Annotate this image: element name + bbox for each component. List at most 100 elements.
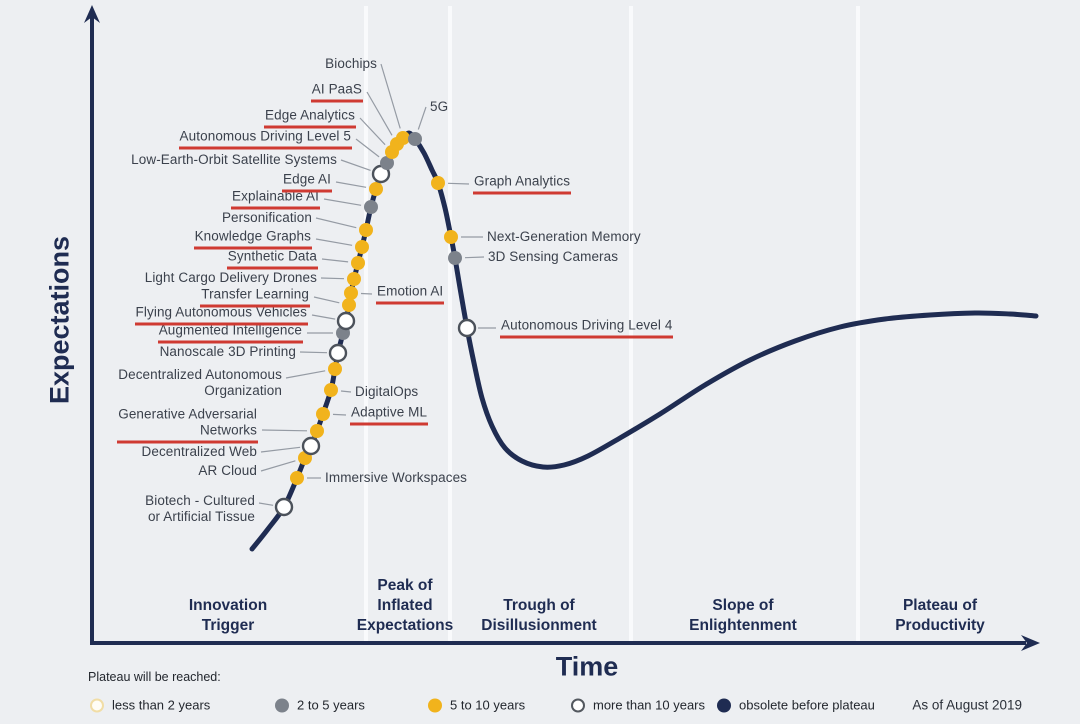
legend-item-obsolete-before-plateau: obsolete before plateau (717, 698, 875, 713)
tech-label-nanoscale-3d-printing: Nanoscale 3D Printing (159, 344, 296, 359)
tech-dot-light-cargo-delivery-drones (347, 272, 361, 286)
phase-label-trough-of-disillusionment: Trough of Disillusionment (481, 597, 597, 634)
leader-line-digitalops (340, 390, 352, 393)
tech-label-edge-ai: Edge AI (282, 172, 332, 193)
leader-line-light-cargo-delivery-drones (320, 277, 345, 280)
leader-line-flying-autonomous-vehicles (311, 314, 336, 320)
legend-dot-obs-icon (717, 698, 731, 712)
tech-label-augmented-intelligence: Augmented Intelligence (157, 323, 303, 344)
tech-label-decentralized-autonomous-organization: Decentralized Autonomous Organization (118, 367, 282, 398)
leader-line-biochips (380, 63, 401, 129)
x-axis-label: Time (555, 651, 619, 682)
leader-line-personification (315, 217, 357, 229)
tech-label-biotech-cultured-or-artificial-tissue: Biotech - Cultured or Artificial Tissue (145, 493, 255, 524)
tech-label-transfer-learning: Transfer Learning (200, 287, 310, 308)
phase-label-peak-of-inflated-expectations: Peak of Inflated Expectations (356, 577, 454, 634)
leader-line-adaptive-ml (332, 413, 347, 416)
phase-boundary (448, 6, 452, 641)
legend-label: less than 2 years (112, 697, 211, 713)
leader-line-biotech-cultured-or-artificial-tissue (258, 502, 274, 506)
tech-dot-generative-adversarial-networks (310, 424, 324, 438)
phase-label-slope-of-enlightenment: Slope of Enlightenment (689, 597, 797, 634)
tech-dot-personification (359, 223, 373, 237)
leader-line-ai-paas (366, 91, 393, 136)
leader-line-synthetic-data (321, 258, 349, 263)
tech-dot-decentralized-web (301, 436, 321, 456)
legend-label: obsolete before plateau (739, 697, 875, 713)
tech-label-autonomous-driving-level-5: Autonomous Driving Level 5 (178, 129, 352, 150)
leader-line-nanoscale-3d-printing (299, 351, 328, 354)
tech-dot-transfer-learning (342, 298, 356, 312)
tech-label-generative-adversarial-networks: Generative Adversarial Networks (117, 407, 258, 444)
leader-line-generative-adversarial-networks (261, 429, 308, 432)
legend-dot-g25-icon (275, 698, 289, 712)
phase-boundary (364, 6, 368, 641)
legend-item-5-to-10-years: 5 to 10 years (428, 698, 525, 713)
tech-dot-next-generation-memory (444, 230, 458, 244)
legend-dot-y510-icon (428, 698, 442, 712)
phase-label-plateau-of-productivity: Plateau of Productivity (895, 597, 985, 634)
tech-label-knowledge-graphs: Knowledge Graphs (193, 229, 312, 250)
y-axis-label: Expectations (44, 235, 75, 405)
leader-line-ar-cloud (260, 460, 296, 472)
tech-dot-emotion-ai (344, 286, 358, 300)
tech-label-ai-paas: AI PaaS (310, 82, 363, 103)
tech-dot-digitalops (324, 383, 338, 397)
tech-dot-nanoscale-3d-printing (328, 343, 348, 363)
tech-label-decentralized-web: Decentralized Web (141, 444, 257, 459)
y-axis-arrow-icon (84, 5, 100, 23)
tech-label-digitalops: DigitalOps (355, 384, 419, 399)
tech-dot-graph-analytics (431, 176, 445, 190)
tech-dot-biochips (396, 131, 410, 145)
tech-dot-edge-ai (369, 182, 383, 196)
leader-line-graph-analytics (447, 182, 470, 185)
legend-item-2-to-5-years: 2 to 5 years (275, 698, 365, 713)
leader-line-3d-sensing-cameras (464, 256, 485, 259)
leader-line-transfer-learning (313, 296, 340, 304)
leader-line-knowledge-graphs (315, 238, 353, 246)
tech-dot-autonomous-driving-level-4 (457, 318, 477, 338)
tech-dot-explainable-ai (364, 200, 378, 214)
tech-label-personification: Personification (221, 210, 312, 225)
legend-label: 5 to 10 years (450, 697, 526, 713)
legend-item-less-than-2-years: less than 2 years (90, 698, 210, 713)
tech-dot-5g (408, 132, 422, 146)
tech-dot-3d-sensing-cameras (448, 251, 462, 265)
legend-dot-w10-icon (571, 698, 585, 712)
phase-boundary (629, 6, 633, 641)
leader-line-decentralized-web (260, 446, 301, 453)
tech-dot-adaptive-ml (316, 407, 330, 421)
tech-label-emotion-ai: Emotion AI (376, 284, 445, 305)
tech-label-autonomous-driving-level-4: Autonomous Driving Level 4 (500, 318, 674, 339)
tech-dot-immersive-workspaces (290, 471, 304, 485)
tech-label-edge-analytics: Edge Analytics (264, 108, 356, 129)
leader-line-5g (417, 106, 427, 130)
tech-label-next-generation-memory: Next-Generation Memory (487, 229, 641, 244)
tech-label-ar-cloud: AR Cloud (198, 463, 257, 478)
tech-label-3d-sensing-cameras: 3D Sensing Cameras (488, 249, 619, 264)
legend-label: 2 to 5 years (297, 697, 365, 713)
leader-line-explainable-ai (323, 198, 362, 206)
legend-dot-lt2-icon (90, 698, 104, 712)
tech-dot-knowledge-graphs (355, 240, 369, 254)
leader-line-edge-analytics (359, 117, 386, 146)
tech-label-low-earth-orbit-satellite-systems: Low-Earth-Orbit Satellite Systems (131, 152, 337, 167)
legend-item-more-than-10-years: more than 10 years (571, 698, 705, 713)
tech-label-synthetic-data: Synthetic Data (226, 249, 318, 270)
legend-heading: Plateau will be reached: (88, 670, 221, 684)
leader-line-emotion-ai (360, 292, 373, 295)
tech-label-5g: 5G (430, 99, 449, 114)
leader-line-autonomous-driving-level-5 (355, 138, 380, 158)
tech-dot-flying-autonomous-vehicles (336, 311, 356, 331)
leader-line-low-earth-orbit-satellite-systems (340, 159, 371, 171)
hype-curve (249, 130, 1039, 552)
tech-label-flying-autonomous-vehicles: Flying Autonomous Vehicles (134, 305, 308, 326)
tech-dot-biotech-cultured-or-artificial-tissue (274, 497, 294, 517)
tech-label-biochips: Biochips (325, 56, 377, 71)
tech-label-graph-analytics: Graph Analytics (473, 174, 572, 195)
leader-line-decentralized-autonomous-organization (285, 370, 326, 379)
x-axis-arrow-icon (1021, 635, 1040, 651)
phase-label-innovation-trigger: Innovation Trigger (188, 597, 268, 634)
